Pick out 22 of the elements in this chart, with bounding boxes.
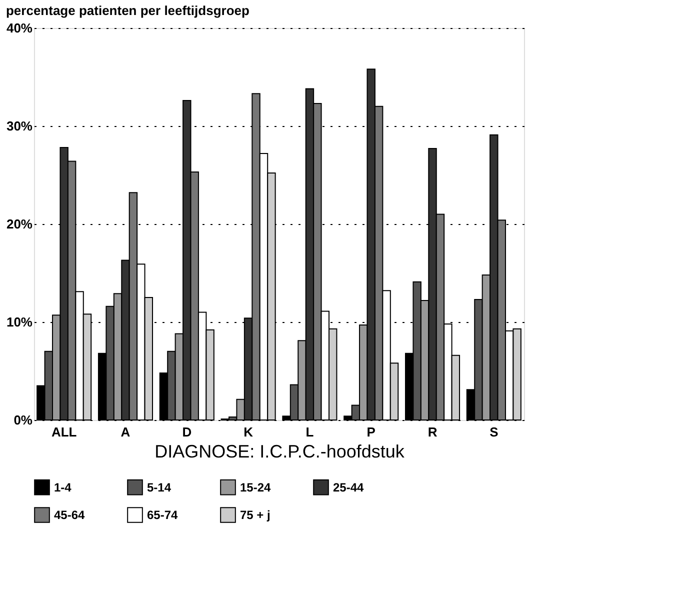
y-tick-label: 10% — [6, 314, 33, 330]
chart-title: percentage patienten per leeftijdsgroep — [6, 3, 250, 18]
y-tick-label: 30% — [6, 118, 33, 134]
legend-label: 25-44 — [333, 480, 364, 494]
legend-label: 65-74 — [147, 508, 178, 522]
x-tick-label: R — [428, 424, 438, 440]
x-tick-label: K — [244, 424, 254, 440]
y-tick-label: 40% — [6, 20, 33, 36]
x-tick-label: ALL — [51, 424, 77, 440]
y-tick-label: 20% — [6, 216, 33, 232]
x-tick-label: P — [366, 424, 376, 440]
x-tick-label: A — [120, 424, 131, 440]
legend-label: 1-4 — [54, 480, 72, 494]
legend-label: 75 + j — [240, 508, 270, 522]
legend-label: 15-24 — [240, 480, 272, 494]
x-tick-label: S — [490, 424, 499, 440]
y-tick-label: 0% — [14, 412, 33, 428]
legend-label: 5-14 — [147, 480, 172, 494]
legend-label: 45-64 — [54, 508, 86, 522]
x-tick-label: L — [306, 424, 314, 440]
x-axis-title: DIAGNOSE: I.C.P.C.-hoofdstuk — [154, 442, 406, 462]
x-tick-label: D — [182, 424, 192, 440]
